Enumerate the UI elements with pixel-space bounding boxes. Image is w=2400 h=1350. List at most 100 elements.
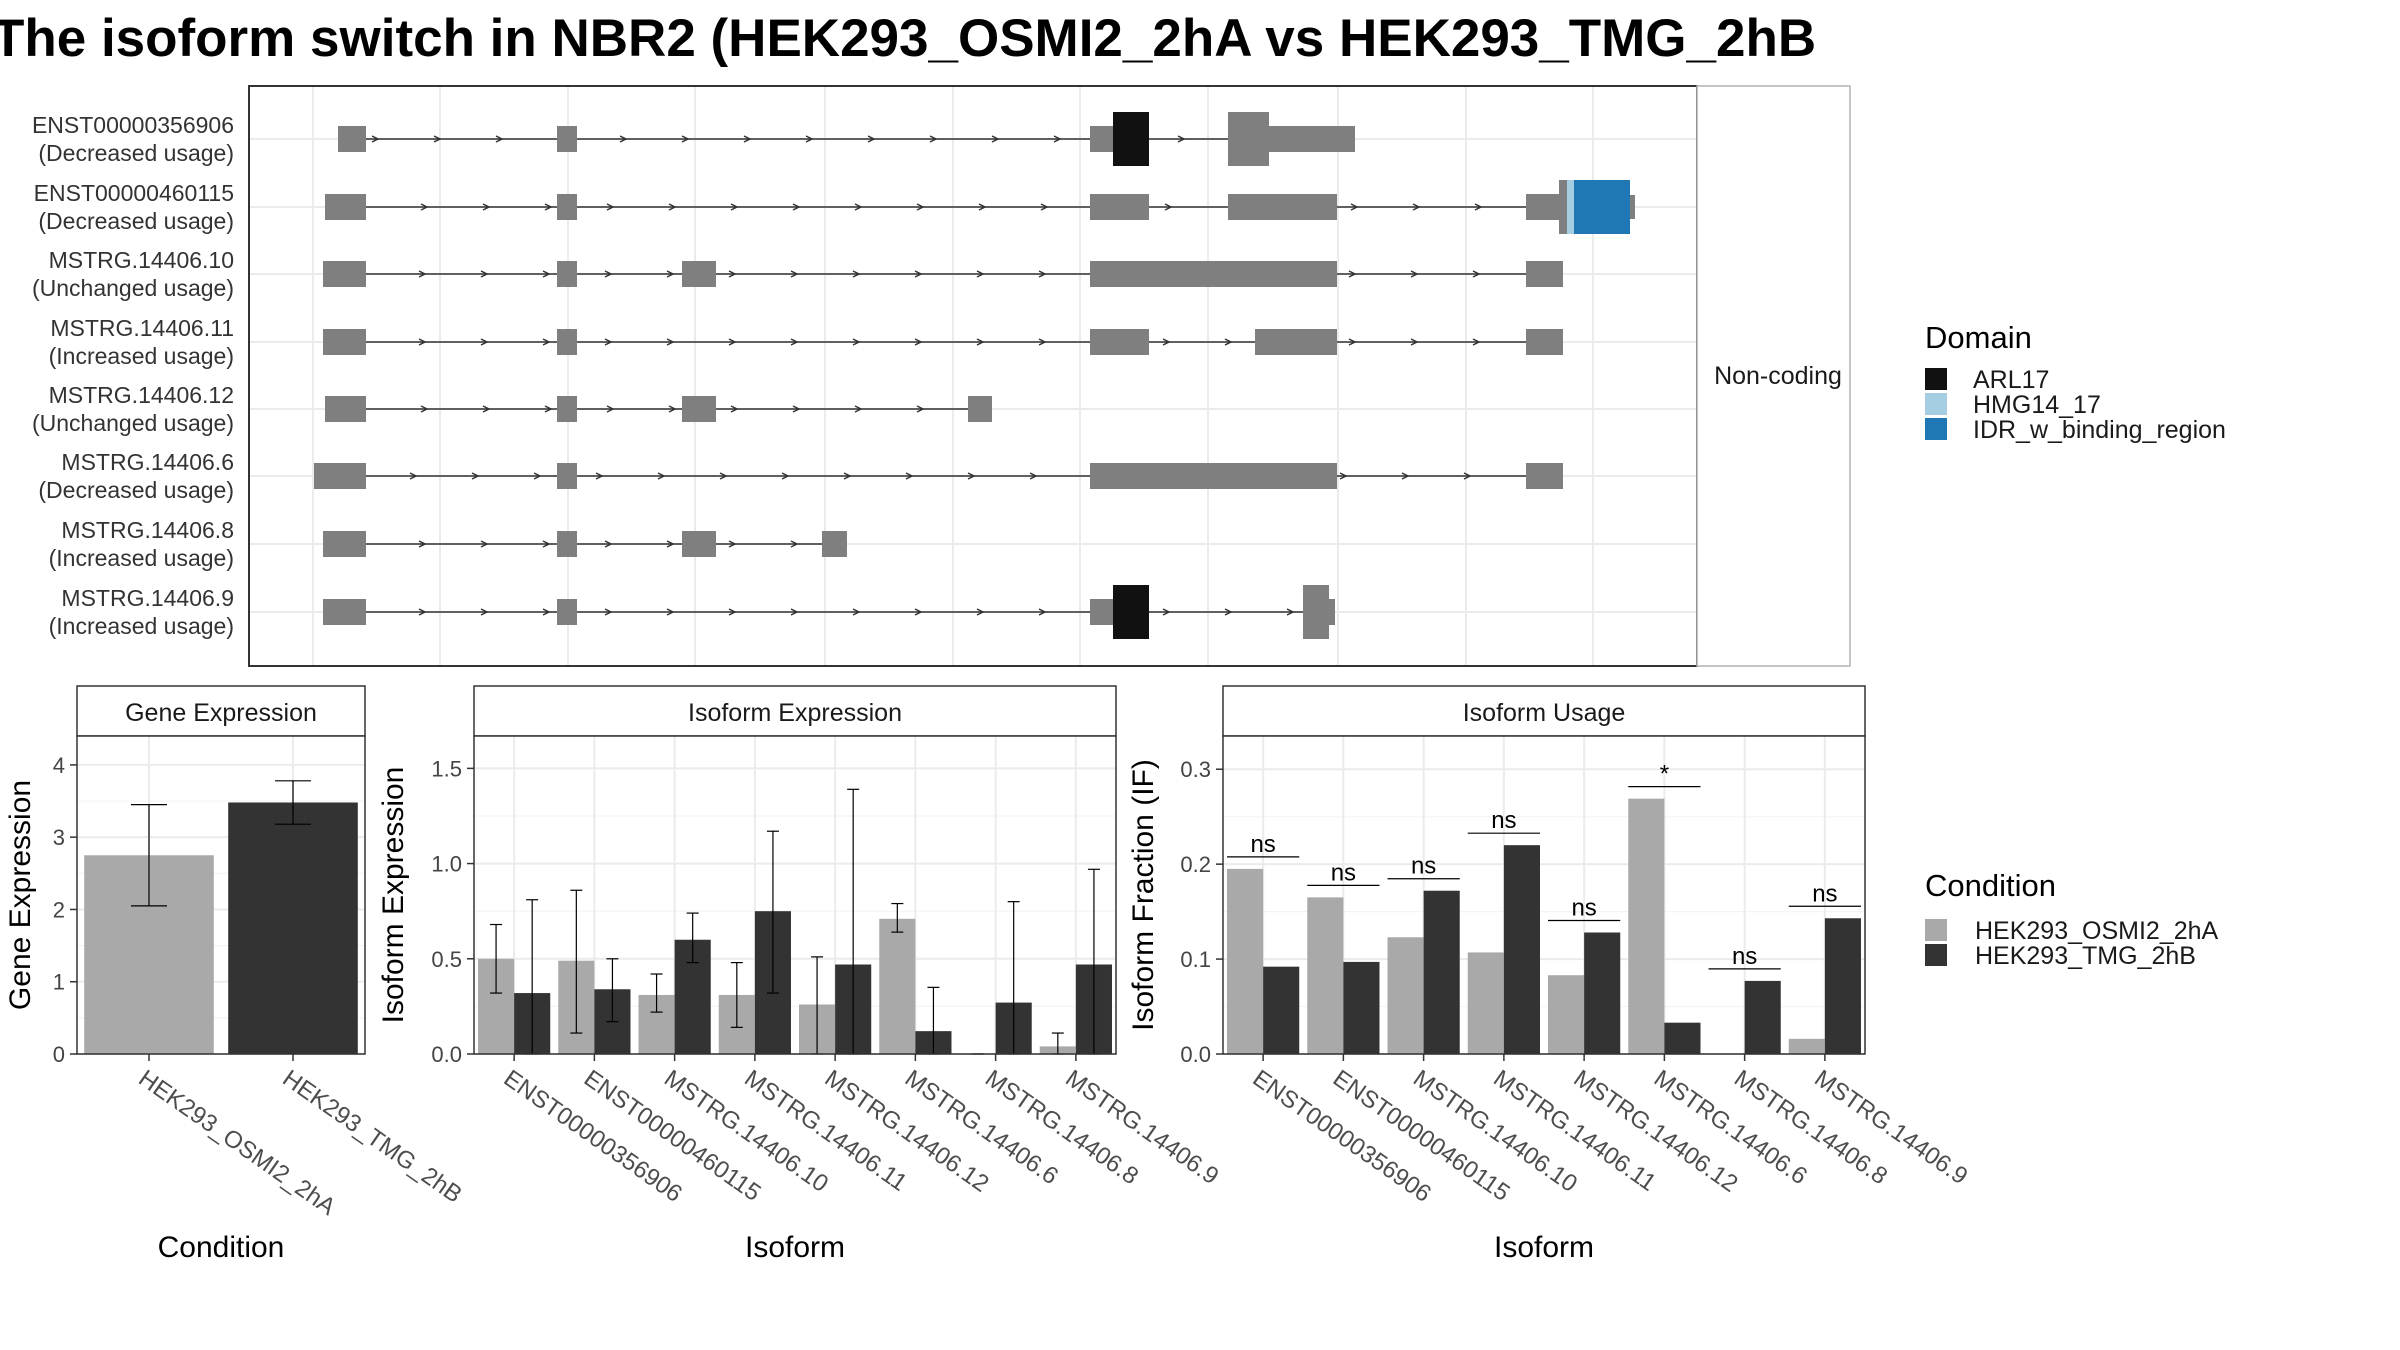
direction-arrow [668,203,677,211]
direction-arrow [978,203,987,211]
exon-block [323,329,366,355]
direction-arrow [533,472,542,480]
direction-arrow [480,338,489,346]
exon-block [557,463,577,489]
isoform-label: ENST00000356906 [32,112,234,138]
exon-block [1269,126,1355,152]
direction-arrow [604,270,613,278]
y-tick-label: 4 [53,753,65,778]
isoform-usage-label: (Increased usage) [49,613,234,639]
direction-arrow [790,338,799,346]
facet-strip-title: Isoform Expression [688,699,902,727]
direction-arrow [1410,338,1419,346]
direction-arrow [1224,608,1233,616]
direction-arrow [914,270,923,278]
bar-HEK293_OSMI2_2hA [1548,975,1585,1054]
isoform-track-ENST00000460115 [325,180,1635,234]
bar-HEK293_TMG_2hB [228,802,358,1054]
direction-arrow [916,405,925,413]
direction-arrow [1348,338,1357,346]
exon-block [325,396,366,422]
direction-arrow [681,135,690,143]
direction-arrow [743,135,752,143]
direction-arrow [1286,608,1295,616]
direction-arrow [668,405,677,413]
direction-arrow [805,135,814,143]
domain-HMG14_17 [1567,180,1574,234]
exon-block [557,126,577,152]
direction-arrow [418,540,427,548]
bar-HEK293_TMG_2hB [1824,918,1861,1054]
direction-arrow [1162,608,1171,616]
bar-HEK293_OSMI2_2hA [1307,897,1344,1054]
direction-arrow [418,608,427,616]
exon-block [325,194,366,220]
direction-arrow [657,472,666,480]
exon-block [1090,599,1114,625]
structure-panel-bg [249,86,1697,666]
figure-title: The isoform switch in NBR2 (HEK293_OSMI2… [0,9,1816,68]
y-tick-label: 1.0 [431,852,462,877]
exon-block [1090,126,1114,152]
isoform-track-MSTRG.14406.12 [325,396,992,422]
direction-arrow [433,135,442,143]
isoform-label: MSTRG.14406.12 [49,382,234,408]
direction-arrow [929,135,938,143]
exon-block [1526,329,1563,355]
direction-arrow [666,270,675,278]
exon-block [557,194,577,220]
plot-border [76,735,366,1055]
domain-ARL17 [1113,585,1149,639]
bar-HEK293_TMG_2hB [1584,932,1621,1054]
exon-block [1228,194,1337,220]
direction-arrow [914,608,923,616]
domain-ARL17 [1113,112,1149,166]
direction-arrow [730,405,739,413]
exon-block [557,329,577,355]
exon-block [1090,194,1149,220]
significance-label: ns [1491,807,1516,834]
isoform-usage-label: (Increased usage) [49,545,234,571]
bar-HEK293_OSMI2_2hA [1227,868,1264,1054]
direction-arrow [852,338,861,346]
condition-legend-title: Condition [1925,868,2056,903]
exon-block [557,396,577,422]
isoform-track-MSTRG.14406.8 [323,531,847,557]
exon-block [682,261,716,287]
direction-arrow [976,338,985,346]
direction-arrow [482,203,491,211]
bar-HEK293_TMG_2hB [1423,890,1460,1054]
direction-arrow [728,338,737,346]
isoform-expression-chart: Isoform Expression0.00.51.01.5ENST000003… [377,685,1223,1264]
direction-arrow [1463,472,1472,480]
exon-block [682,531,716,557]
isoform-usage-label: (Unchanged usage) [32,275,234,301]
direction-arrow [544,405,553,413]
isoform-usage-label: (Unchanged usage) [32,410,234,436]
exon-block [338,126,366,152]
domain-legend-title: Domain [1925,320,2032,355]
direction-arrow [1053,135,1062,143]
exon-block [1090,261,1337,287]
y-tick-label: 0.0 [431,1042,462,1067]
exon-block [1090,329,1149,355]
direction-arrow [480,540,489,548]
exon-block [1526,463,1563,489]
facet-strip-title: Gene Expression [125,699,317,727]
direction-arrow [1040,203,1049,211]
isoform-label: MSTRG.14406.11 [50,315,234,341]
bar-HEK293_TMG_2hB [1263,966,1300,1054]
exon-block [1255,329,1337,355]
isoform-usage-label: (Increased usage) [49,343,234,369]
direction-arrow [976,270,985,278]
significance-label: * [1660,761,1669,788]
direction-arrow [542,270,551,278]
direction-arrow [418,270,427,278]
direction-arrow [480,270,489,278]
significance-label: ns [1812,880,1837,907]
y-tick-label: 0 [53,1042,65,1067]
condition-legend-key [1925,919,1947,941]
exon-block [557,531,577,557]
direction-arrow [542,608,551,616]
